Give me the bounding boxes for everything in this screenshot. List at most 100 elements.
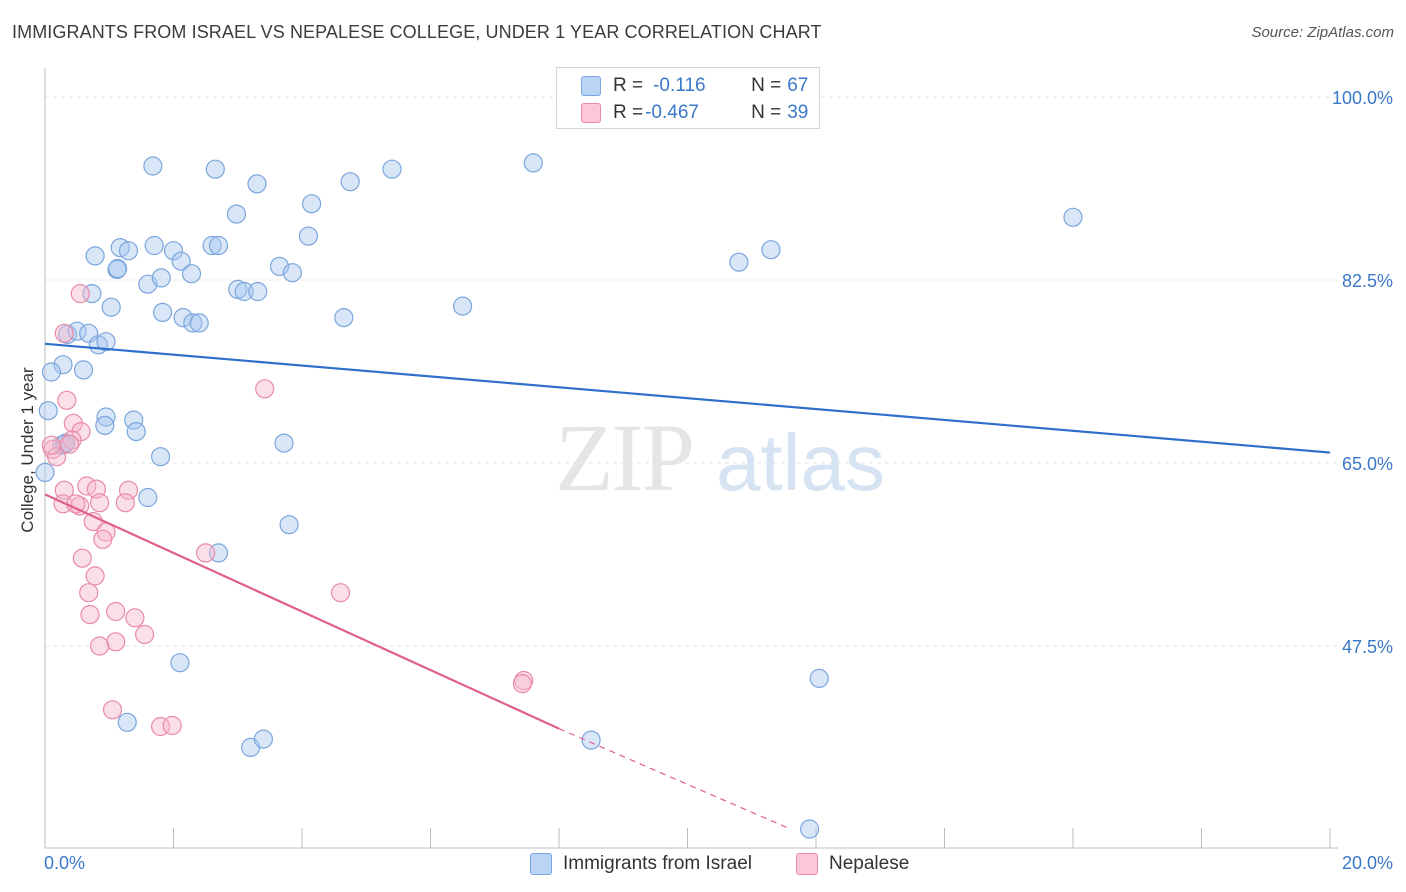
israel-point bbox=[181, 264, 202, 284]
israel-point bbox=[234, 281, 254, 302]
nepalese-point bbox=[89, 636, 110, 656]
nepalese-trend-extension bbox=[558, 728, 791, 830]
israel-point bbox=[453, 296, 473, 316]
israel-legend-swatch bbox=[530, 853, 552, 875]
israel-point bbox=[144, 235, 164, 256]
stats-legend: R = -0.116 N = 67 R = -0.467 N = 39 bbox=[556, 67, 820, 129]
israel-point bbox=[170, 653, 190, 673]
israel-point bbox=[73, 360, 94, 380]
nepalese-point bbox=[255, 379, 275, 399]
stats-row-nepalese: R = -0.467 N = 39 bbox=[581, 101, 808, 125]
israel-point bbox=[41, 362, 62, 382]
nepalese-point bbox=[72, 548, 92, 568]
nepalese-point bbox=[54, 323, 74, 343]
nepalese-legend-label: Nepalese bbox=[829, 853, 910, 874]
israel-point bbox=[151, 447, 171, 467]
israel-point bbox=[247, 174, 267, 194]
israel-point bbox=[761, 240, 781, 260]
n-value: 39 bbox=[787, 102, 809, 123]
nepalese-point bbox=[118, 480, 139, 500]
x-tick-label: 0.0% bbox=[44, 853, 85, 873]
israel-point bbox=[124, 410, 144, 430]
nepalese-legend-swatch bbox=[796, 853, 818, 875]
watermark-zip: ZIP bbox=[555, 404, 693, 511]
israel-point bbox=[226, 204, 247, 224]
watermark-atlas: atlas bbox=[716, 418, 885, 507]
nepalese-points bbox=[41, 284, 534, 737]
israel-point bbox=[118, 241, 139, 261]
nepalese-point bbox=[57, 390, 77, 410]
nepalese-point bbox=[330, 583, 351, 603]
nepalese-point bbox=[70, 284, 90, 304]
israel-point bbox=[279, 515, 299, 535]
tick-labels: 47.5% 65.0% 82.5% 100.0% 0.0% 20.0% bbox=[44, 88, 1393, 873]
nepalese-point bbox=[93, 529, 113, 549]
nepalese-point bbox=[135, 624, 155, 645]
israel-point bbox=[1063, 207, 1083, 227]
israel-point bbox=[274, 433, 294, 453]
chart-title: IMMIGRANTS FROM ISRAEL VS NEPALESE COLLE… bbox=[12, 22, 822, 42]
nepalese-point bbox=[125, 608, 145, 628]
israel-point bbox=[248, 281, 268, 302]
israel-point bbox=[126, 422, 146, 442]
nepalese-point bbox=[79, 583, 99, 603]
trend-lines bbox=[44, 342, 1331, 830]
israel-point bbox=[138, 487, 158, 508]
nepalese-point bbox=[46, 447, 67, 467]
israel-point bbox=[205, 159, 225, 179]
israel-point bbox=[302, 194, 322, 214]
nepalese-point bbox=[85, 566, 105, 586]
israel-point bbox=[107, 258, 128, 279]
israel-point bbox=[53, 355, 73, 375]
israel-point bbox=[189, 313, 209, 333]
r-value: -0.467 bbox=[645, 102, 699, 123]
n-label: N = bbox=[751, 75, 782, 96]
nepalese-point bbox=[162, 715, 182, 736]
nepalese-point bbox=[89, 493, 110, 513]
r-label: R = bbox=[613, 102, 644, 123]
gridlines bbox=[45, 96, 1338, 647]
israel-point bbox=[183, 313, 203, 333]
israel-point bbox=[101, 297, 121, 317]
israel-point bbox=[117, 712, 137, 732]
source-label: Source: ZipAtlas.com bbox=[1251, 24, 1394, 41]
israel-swatch bbox=[581, 76, 601, 96]
israel-point bbox=[581, 730, 601, 750]
nepalese-swatch bbox=[581, 103, 601, 123]
israel-point bbox=[202, 235, 222, 256]
israel-point bbox=[163, 241, 184, 261]
nepalese-point bbox=[512, 673, 533, 694]
israel-point bbox=[35, 462, 55, 482]
israel-point bbox=[96, 332, 116, 352]
watermark: ZIP atlas bbox=[555, 404, 885, 511]
israel-legend-label: Immigrants from Israel bbox=[563, 853, 752, 874]
x-tick-label: 20.0% bbox=[1342, 853, 1393, 873]
israel-point bbox=[298, 226, 318, 246]
israel-trend-line bbox=[44, 342, 1331, 454]
nepalese-point bbox=[54, 480, 74, 500]
nepalese-point bbox=[80, 604, 100, 625]
nepalese-point bbox=[41, 435, 62, 455]
israel-point bbox=[334, 308, 354, 328]
israel-point bbox=[523, 153, 543, 173]
israel-point bbox=[729, 252, 749, 272]
israel-point bbox=[253, 729, 273, 749]
legend-item-israel: Immigrants from Israel bbox=[530, 851, 752, 877]
n-value: 67 bbox=[787, 75, 809, 96]
y-tick-label: 100.0% bbox=[1332, 88, 1393, 108]
y-axis-label: College, Under 1 year bbox=[18, 367, 37, 533]
n-label: N = bbox=[751, 102, 782, 123]
israel-point bbox=[151, 268, 171, 288]
israel-point bbox=[95, 415, 115, 435]
nepalese-point bbox=[196, 543, 216, 563]
legend-item-nepalese: Nepalese bbox=[796, 851, 909, 877]
nepalese-point bbox=[63, 413, 83, 433]
nepalese-point bbox=[102, 700, 123, 720]
israel-point bbox=[153, 302, 173, 322]
israel-point bbox=[171, 251, 191, 271]
y-tick-label: 47.5% bbox=[1342, 637, 1393, 657]
r-label: R = bbox=[613, 75, 644, 96]
israel-point bbox=[382, 159, 402, 179]
stats-row-israel: R = -0.116 N = 67 bbox=[581, 74, 808, 98]
